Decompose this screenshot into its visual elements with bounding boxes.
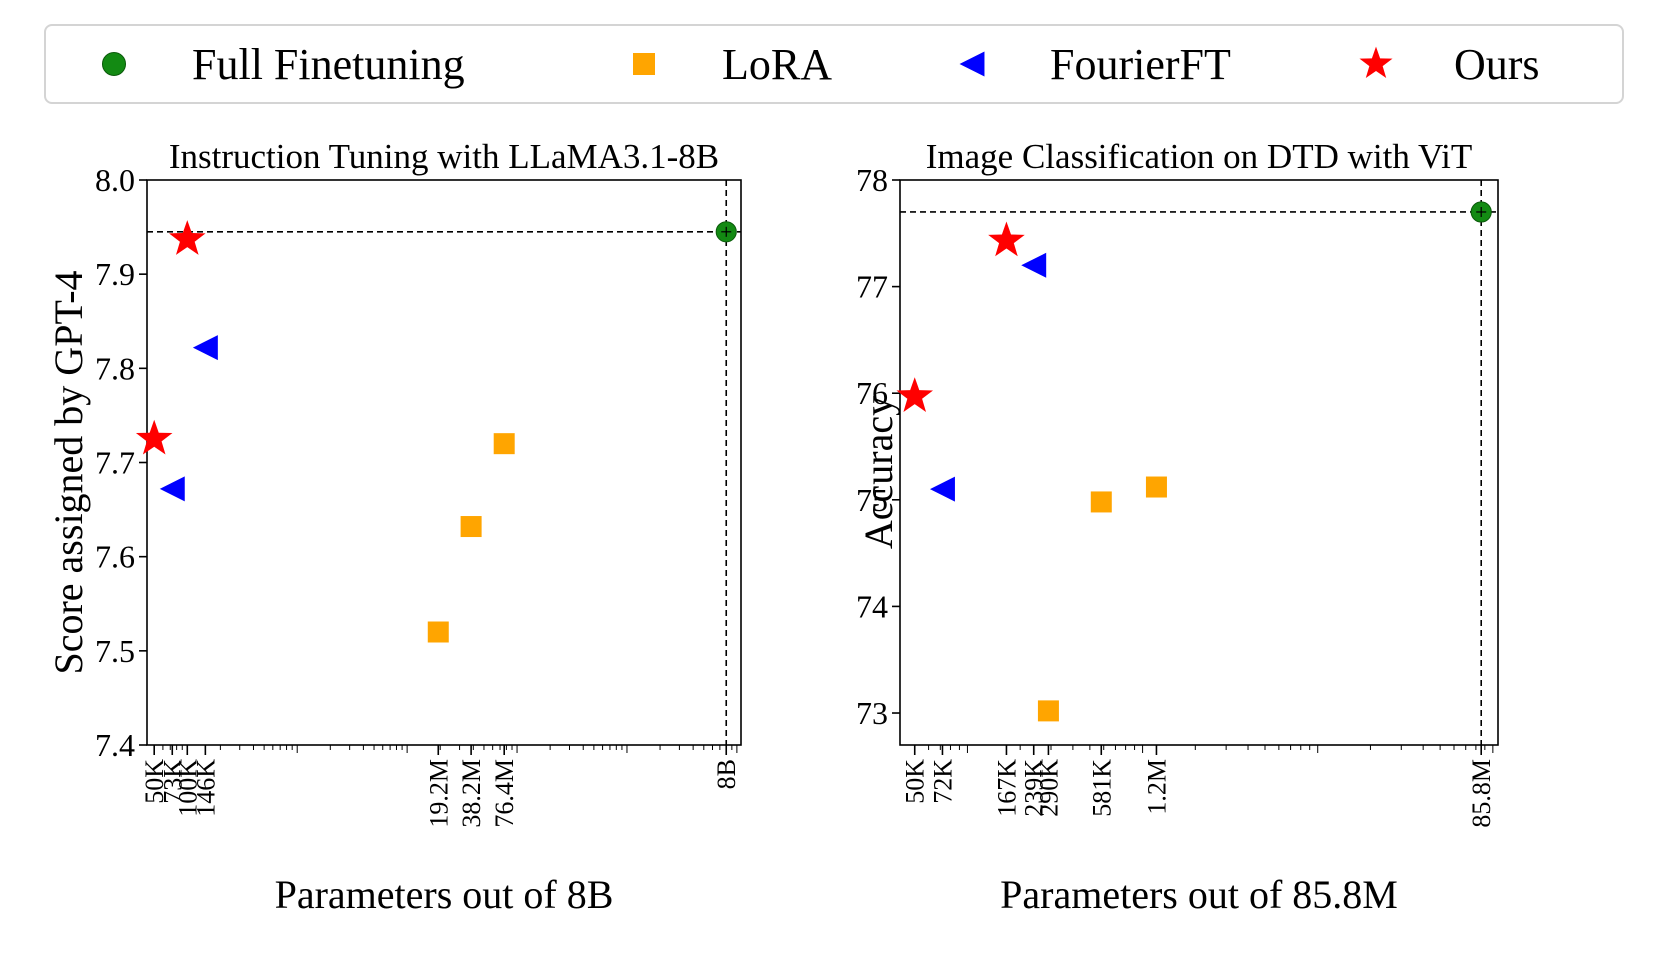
- data-point-lora: [427, 621, 449, 643]
- x-tick-label: 146K: [191, 759, 220, 817]
- x-axis-label: Parameters out of 8B: [275, 872, 614, 917]
- data-point-lora: [1037, 700, 1059, 722]
- legend-label: Ours: [1454, 39, 1540, 89]
- data-point-lora: [493, 433, 515, 455]
- data-point-fourierft: [1021, 252, 1047, 278]
- data-point-ours: [988, 221, 1025, 257]
- y-tick-label: 7.8: [95, 350, 135, 386]
- data-point-lora: [1145, 476, 1167, 498]
- data-point-ours: [896, 377, 933, 412]
- x-tick-label: 167K: [992, 759, 1021, 817]
- y-tick-label: 7.7: [95, 445, 135, 481]
- legend-item-full-finetuning: Full Finetuning: [94, 26, 465, 102]
- y-tick-label: 7.5: [95, 633, 135, 669]
- y-tick-label: 8.0: [95, 162, 135, 198]
- data-point-lora: [1090, 491, 1112, 513]
- y-axis-label: Accuracy: [856, 396, 901, 549]
- legend-symbol: [959, 51, 985, 77]
- y-tick-label: 73: [856, 695, 888, 731]
- legend-label: FourierFT: [1050, 39, 1231, 89]
- y-axis-label: Score assigned by GPT-4: [46, 270, 91, 674]
- y-tick-label: 74: [856, 588, 888, 624]
- data-point-fourierft: [192, 335, 218, 361]
- legend-symbol: [1359, 46, 1393, 79]
- legend-marker-triangle-icon: [952, 44, 992, 84]
- legend-marker-square-icon: [624, 44, 664, 84]
- chart-title: Image Classification on DTD with ViT: [926, 137, 1472, 176]
- x-tick-label: 73K: [158, 759, 187, 804]
- x-tick-label: 72K: [928, 759, 957, 804]
- legend-item-ours: Ours: [1356, 26, 1540, 102]
- plot-frame: [899, 179, 1499, 746]
- y-tick-label: 76: [856, 375, 888, 411]
- data-point-ours: [169, 220, 206, 255]
- legend-item-lora: LoRA: [624, 26, 832, 102]
- legend-label: LoRA: [722, 39, 832, 89]
- x-tick-label: 50K: [901, 759, 930, 804]
- legend-marker-star-icon: [1356, 44, 1396, 84]
- chart-title: Instruction Tuning with LLaMA3.1-8B: [169, 137, 719, 176]
- y-tick-label: 75: [856, 482, 888, 518]
- y-tick-label: 77: [856, 269, 888, 305]
- legend-label: Full Finetuning: [192, 39, 465, 89]
- y-tick-label: 7.4: [95, 727, 135, 763]
- y-tick-label: 78: [856, 162, 888, 198]
- x-axis-label: Parameters out of 85.8M: [1000, 872, 1398, 917]
- x-tick-label: 38.2M: [457, 759, 486, 828]
- x-tick-label: 239K: [1020, 759, 1049, 817]
- x-tick-label: 100K: [173, 759, 202, 817]
- x-tick-label: 581K: [1087, 759, 1116, 817]
- legend-marker-circle-icon: [94, 44, 134, 84]
- x-tick-label: 85.8M: [1467, 759, 1496, 828]
- legend-symbol: [633, 53, 655, 75]
- x-tick-label: 290K: [1034, 759, 1063, 817]
- x-tick-label: 8B: [712, 759, 741, 789]
- data-point-fourierft: [159, 476, 185, 502]
- data-point-lora: [460, 516, 482, 538]
- x-tick-label: 1.2M: [1142, 759, 1171, 815]
- data-point-fourierft: [929, 476, 955, 502]
- y-tick-label: 7.6: [95, 539, 135, 575]
- legend: Full Finetuning LoRA FourierFT Ours: [44, 24, 1624, 104]
- x-tick-label: 50K: [140, 759, 169, 804]
- legend-symbol: [101, 51, 127, 77]
- x-tick-label: 19.2M: [424, 759, 453, 828]
- data-point-ours: [135, 419, 173, 455]
- x-tick-label: 76.4M: [490, 759, 519, 828]
- legend-item-fourierft: FourierFT: [952, 26, 1231, 102]
- plot-frame: [146, 179, 742, 746]
- y-tick-label: 7.9: [95, 256, 135, 292]
